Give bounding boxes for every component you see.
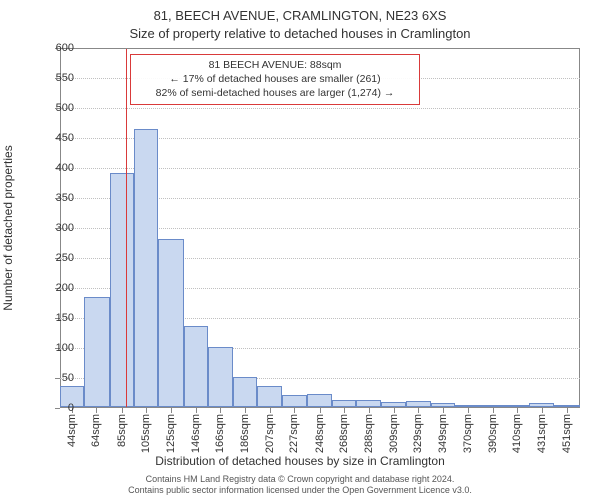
x-tick-label: 85sqm bbox=[116, 414, 128, 447]
histogram-bar bbox=[84, 297, 110, 407]
x-tick-mark bbox=[493, 408, 494, 413]
chart-title-line1: 81, BEECH AVENUE, CRAMLINGTON, NE23 6XS bbox=[0, 8, 600, 23]
y-tick-label: 150 bbox=[34, 312, 74, 324]
histogram-bar bbox=[184, 326, 208, 407]
x-tick-mark bbox=[443, 408, 444, 413]
histogram-bar bbox=[554, 405, 580, 407]
gridline bbox=[60, 108, 580, 109]
histogram-bar bbox=[406, 401, 430, 407]
x-tick-label: 451sqm bbox=[561, 414, 573, 453]
x-tick-mark bbox=[542, 408, 543, 413]
histogram-bar bbox=[529, 403, 555, 407]
x-tick-label: 329sqm bbox=[412, 414, 424, 453]
histogram-bar bbox=[257, 386, 283, 407]
histogram-bar bbox=[134, 129, 158, 407]
x-tick-label: 431sqm bbox=[536, 414, 548, 453]
y-tick-label: 500 bbox=[34, 102, 74, 114]
x-tick-label: 288sqm bbox=[363, 414, 375, 453]
x-tick-label: 227sqm bbox=[288, 414, 300, 453]
histogram-bar bbox=[158, 239, 184, 407]
y-tick-label: 250 bbox=[34, 252, 74, 264]
y-tick-label: 0 bbox=[34, 402, 74, 414]
histogram-bar bbox=[233, 377, 257, 407]
y-axis-label: Number of detached properties bbox=[1, 145, 15, 310]
footer-line2: Contains public sector information licen… bbox=[0, 485, 600, 496]
x-tick-mark bbox=[196, 408, 197, 413]
x-tick-label: 105sqm bbox=[140, 414, 152, 453]
x-tick-mark bbox=[567, 408, 568, 413]
histogram-bar bbox=[307, 394, 333, 407]
histogram-bar bbox=[332, 400, 356, 407]
histogram-bar bbox=[110, 173, 134, 407]
x-axis-label: Distribution of detached houses by size … bbox=[0, 454, 600, 468]
x-tick-mark bbox=[320, 408, 321, 413]
y-tick-label: 450 bbox=[34, 132, 74, 144]
x-tick-label: 248sqm bbox=[314, 414, 326, 453]
chart-container: 81, BEECH AVENUE, CRAMLINGTON, NE23 6XS … bbox=[0, 0, 600, 500]
annotation-box: 81 BEECH AVENUE: 88sqm ← 17% of detached… bbox=[130, 54, 420, 105]
y-tick-label: 200 bbox=[34, 282, 74, 294]
x-tick-label: 309sqm bbox=[388, 414, 400, 453]
x-tick-mark bbox=[294, 408, 295, 413]
x-tick-mark bbox=[344, 408, 345, 413]
x-tick-mark bbox=[468, 408, 469, 413]
y-tick-label: 350 bbox=[34, 192, 74, 204]
x-tick-mark bbox=[394, 408, 395, 413]
x-tick-label: 268sqm bbox=[338, 414, 350, 453]
x-tick-label: 125sqm bbox=[165, 414, 177, 453]
x-tick-label: 349sqm bbox=[437, 414, 449, 453]
x-tick-label: 410sqm bbox=[511, 414, 523, 453]
y-tick-label: 600 bbox=[34, 42, 74, 54]
x-tick-mark bbox=[418, 408, 419, 413]
x-tick-mark bbox=[220, 408, 221, 413]
histogram-bar bbox=[505, 405, 529, 407]
histogram-bar bbox=[480, 405, 504, 407]
histogram-bar bbox=[381, 402, 407, 407]
histogram-bar bbox=[356, 400, 380, 407]
annotation-line2: ← 17% of detached houses are smaller (26… bbox=[139, 72, 411, 86]
histogram-bar bbox=[431, 403, 455, 407]
y-tick-label: 300 bbox=[34, 222, 74, 234]
x-tick-label: 390sqm bbox=[487, 414, 499, 453]
annotation-line1: 81 BEECH AVENUE: 88sqm bbox=[139, 58, 411, 72]
y-tick-label: 100 bbox=[34, 342, 74, 354]
x-tick-label: 146sqm bbox=[190, 414, 202, 453]
x-tick-mark bbox=[245, 408, 246, 413]
histogram-bar bbox=[208, 347, 232, 407]
x-tick-label: 166sqm bbox=[214, 414, 226, 453]
reference-line bbox=[126, 49, 127, 407]
footer-line1: Contains HM Land Registry data © Crown c… bbox=[0, 474, 600, 485]
x-tick-label: 370sqm bbox=[462, 414, 474, 453]
chart-title-line2: Size of property relative to detached ho… bbox=[0, 26, 600, 41]
y-tick-label: 550 bbox=[34, 72, 74, 84]
x-tick-label: 44sqm bbox=[66, 414, 78, 447]
y-tick-label: 400 bbox=[34, 162, 74, 174]
x-tick-label: 186sqm bbox=[239, 414, 251, 453]
y-tick-label: 50 bbox=[34, 372, 74, 384]
x-tick-mark bbox=[122, 408, 123, 413]
x-tick-label: 207sqm bbox=[264, 414, 276, 453]
histogram-bar bbox=[282, 395, 306, 407]
plot-area: 44sqm64sqm85sqm105sqm125sqm146sqm166sqm1… bbox=[60, 48, 580, 408]
histogram-bar bbox=[455, 405, 481, 407]
x-tick-label: 64sqm bbox=[90, 414, 102, 447]
x-tick-mark bbox=[517, 408, 518, 413]
annotation-line3: 82% of semi-detached houses are larger (… bbox=[139, 86, 411, 100]
x-tick-mark bbox=[146, 408, 147, 413]
x-tick-mark bbox=[369, 408, 370, 413]
x-tick-mark bbox=[270, 408, 271, 413]
x-tick-mark bbox=[96, 408, 97, 413]
footer-attribution: Contains HM Land Registry data © Crown c… bbox=[0, 474, 600, 496]
x-tick-mark bbox=[171, 408, 172, 413]
